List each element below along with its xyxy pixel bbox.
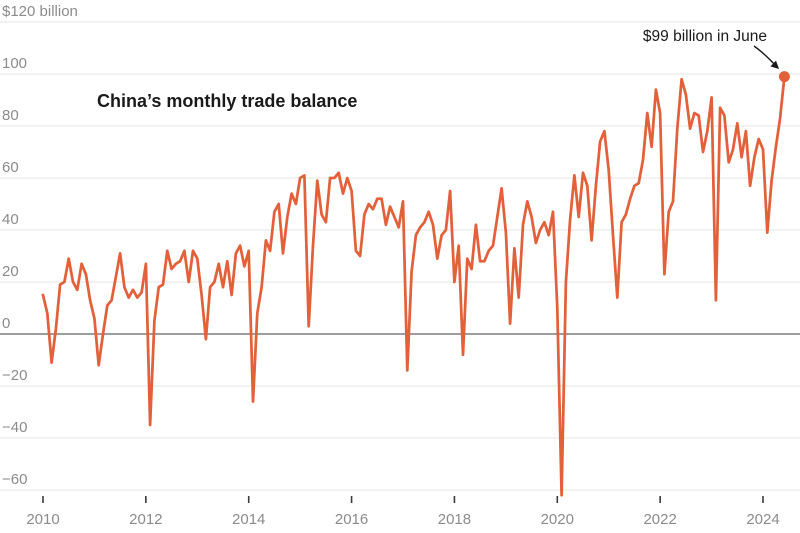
- y-tick-label: 60: [2, 159, 19, 176]
- y-tick-label: 0: [2, 315, 10, 332]
- y-tick-label: 20: [2, 263, 19, 280]
- x-tick-label: 2014: [232, 511, 265, 528]
- trade-balance-line: [41, 75, 786, 497]
- y-tick-label: −20: [2, 367, 27, 384]
- x-tick-label: 2012: [129, 511, 162, 528]
- x-tick-label: 2016: [335, 511, 368, 528]
- chart-title: China’s monthly trade balance: [97, 91, 357, 111]
- y-axis-labels: $120 billion 100 80 60 40 20 0 −20 −40 −60: [2, 3, 78, 488]
- y-tick-label: −60: [2, 471, 27, 488]
- x-axis: 2010 2012 2014 2016 2018 2020 2022 2024: [26, 496, 780, 528]
- y-tick-label: 100: [2, 55, 27, 72]
- x-tick-label: 2022: [643, 511, 676, 528]
- y-gridlines: [0, 21, 800, 491]
- x-tick-label: 2020: [541, 511, 574, 528]
- annotation-label: $99 billion in June: [643, 28, 767, 45]
- y-tick-label: −40: [2, 419, 27, 436]
- x-tick-label: 2018: [438, 511, 471, 528]
- y-tick-label: $120 billion: [2, 3, 78, 20]
- y-tick-label: 40: [2, 211, 19, 228]
- x-tick-label: 2024: [746, 511, 779, 528]
- latest-point-marker: [778, 71, 790, 83]
- y-tick-label: 80: [2, 107, 19, 124]
- annotation-arrowhead-icon: [770, 60, 779, 69]
- x-tick-label: 2010: [26, 511, 59, 528]
